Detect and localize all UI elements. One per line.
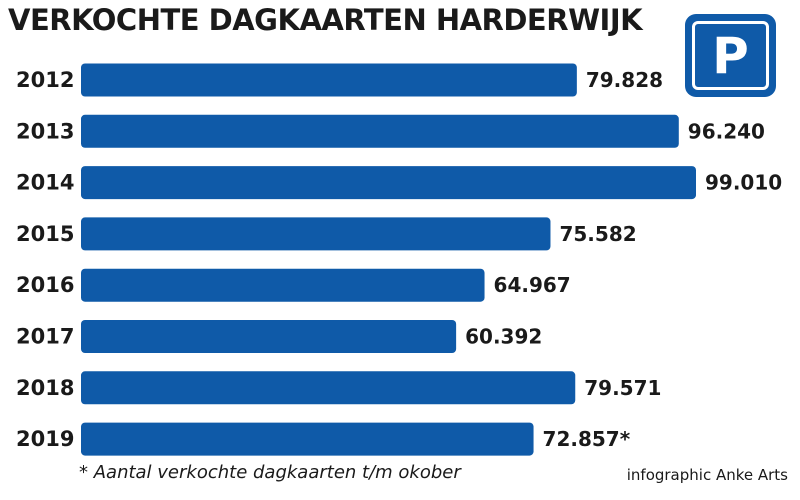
parking-sign-letter: P [712,26,749,85]
year-label: 2013 [16,119,74,143]
year-label: 2017 [16,325,74,349]
parking-sign-icon: P [687,16,774,95]
year-label: 2018 [16,376,74,400]
value-label: 60.392 [465,325,542,349]
value-label: 72.857* [543,427,631,451]
value-label: 99.010 [705,171,782,195]
footnote: * Aantal verkochte dagkaarten t/m okober [79,462,461,483]
value-label: 96.240 [688,119,765,143]
value-label: 75.582 [559,222,636,246]
bar-chart: 2012 79.828 2013 96.240 2014 99.010 2015 75.582… [16,63,782,456]
bar-2014 [81,166,696,200]
parking-sign-border: P [692,21,769,90]
bars-layer: 2012 79.828 2013 96.240 2014 99.010 2015 75.582… [16,63,782,456]
bar-2017 [81,320,457,353]
value-label: 79.571 [584,376,661,400]
year-label: 2014 [16,171,74,195]
year-label: 2012 [16,68,74,92]
bar-2015 [81,217,551,251]
chart-title: VERKOCHTE DAGKAARTEN HARDERWIJK [8,3,643,37]
bar-2013 [81,114,679,148]
credit: infographic Anke Arts [626,466,788,484]
year-label: 2016 [16,273,74,297]
value-label: 64.967 [494,273,571,297]
year-label: 2015 [16,222,74,246]
year-label: 2019 [16,427,74,451]
bar-2019 [81,422,534,456]
value-label: 79.828 [586,68,663,92]
bar-2018 [81,371,576,405]
bar-2012 [81,63,577,97]
bar-2016 [81,268,485,302]
